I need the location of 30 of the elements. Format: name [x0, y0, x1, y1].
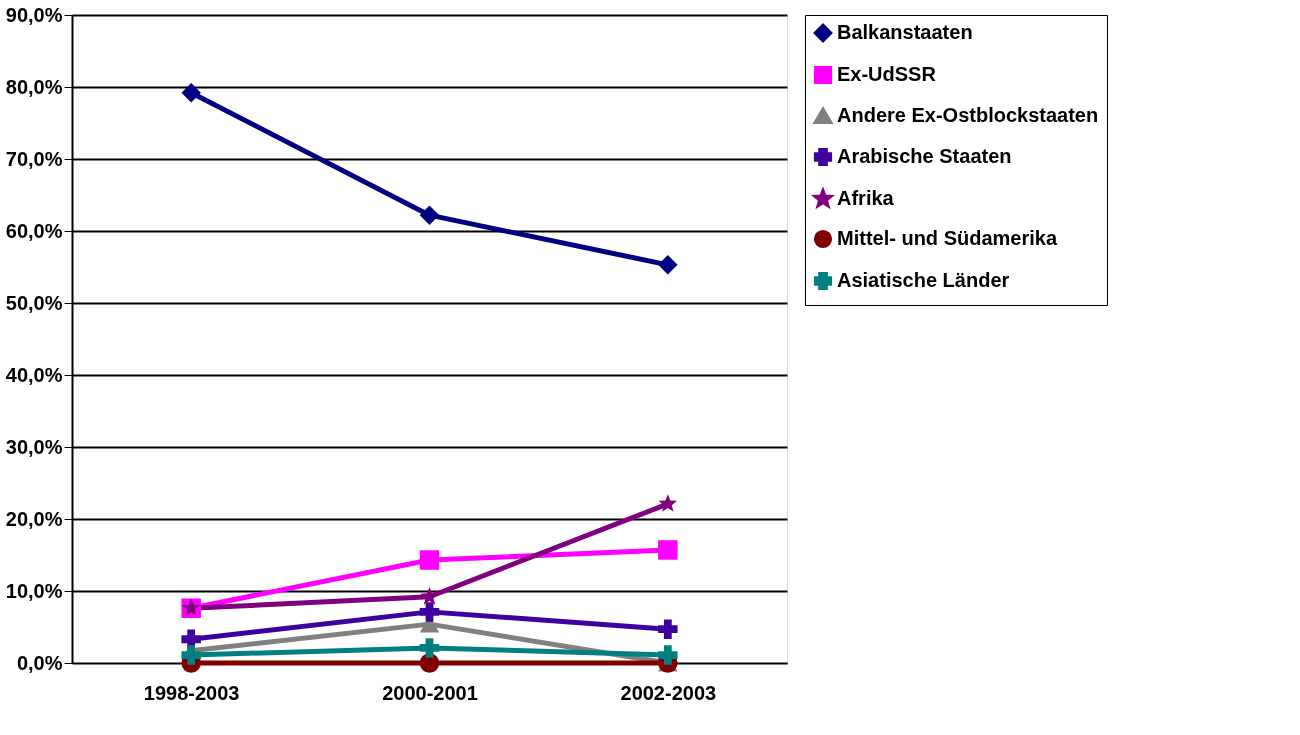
point: [658, 255, 678, 275]
y-tick-label: 50,0%: [5, 291, 63, 314]
point: [181, 645, 201, 665]
y-tick-label: 80,0%: [5, 75, 63, 98]
legend-label: Arabische Staaten: [837, 145, 1012, 167]
x-tick-label: 1998-2003: [143, 681, 240, 704]
point: [658, 494, 678, 512]
point: [658, 619, 678, 639]
legend-label: Andere Ex-Ostblockstaaten: [837, 104, 1099, 126]
y-tick-label: 40,0%: [5, 363, 63, 386]
point: [419, 638, 440, 658]
point: [419, 550, 440, 570]
legend-label: Mittel- und Südamerika: [837, 227, 1058, 249]
point: [658, 540, 678, 560]
point: [658, 645, 678, 665]
y-tick-label: 30,0%: [5, 435, 63, 458]
x-tick-label: 2002-2003: [620, 681, 717, 704]
legend-label: Afrika: [837, 187, 895, 209]
y-tick-label: 70,0%: [5, 147, 63, 170]
legend-label: Asiatische Länder: [837, 269, 1010, 291]
y-tick-label: 60,0%: [5, 219, 63, 242]
y-tick-label: 20,0%: [5, 507, 63, 530]
y-tick-label: 10,0%: [5, 579, 63, 602]
y-tick-label: 0,0%: [16, 651, 63, 674]
point: [419, 205, 440, 225]
legend-label: Ex-UdSSR: [837, 63, 937, 85]
x-tick-label: 2000-2001: [382, 681, 478, 704]
legend-label: Balkanstaaten: [837, 21, 973, 43]
point: [181, 83, 201, 103]
y-tick-label: 90,0%: [5, 3, 63, 26]
